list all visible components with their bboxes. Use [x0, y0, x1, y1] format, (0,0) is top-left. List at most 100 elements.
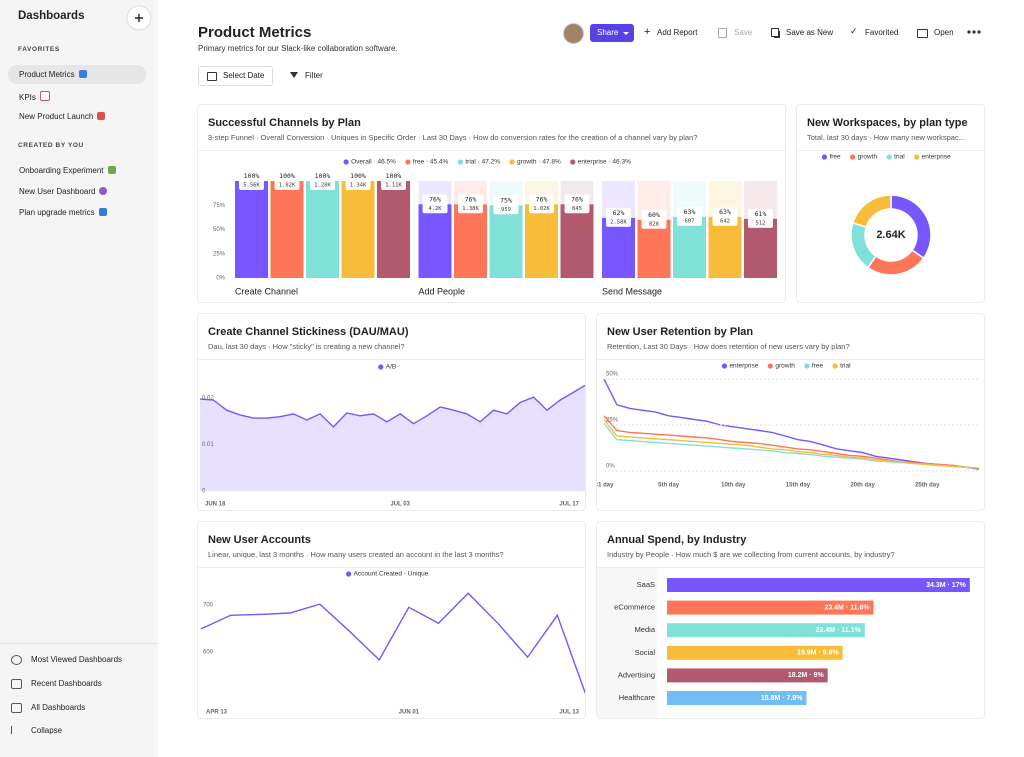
- emoji: [78, 70, 87, 78]
- add-button[interactable]: [126, 5, 152, 31]
- y-tick-label: 75%: [213, 203, 226, 209]
- legend-swatch: [721, 363, 728, 369]
- x-tick-label: JUL 03: [390, 502, 410, 508]
- panel-title: New Workspaces, by plan type: [807, 117, 968, 129]
- y-tick-label: 25%: [213, 251, 226, 257]
- legend-swatch: [570, 159, 576, 165]
- share-button[interactable]: Share: [590, 24, 634, 42]
- count-label: 1.11K: [385, 183, 402, 189]
- legend-swatch: [343, 159, 349, 165]
- x-tick-label: 20th day: [850, 483, 875, 489]
- label-box: [712, 206, 738, 226]
- sidebar-item[interactable]: Product Metrics: [19, 70, 87, 79]
- button-label: Select Date: [223, 71, 265, 80]
- value-label: 63%: [719, 208, 731, 216]
- date-filter[interactable]: Select Date: [198, 66, 274, 86]
- count-label: 1.82K: [279, 183, 296, 189]
- sidebar-item[interactable]: New Product Launch: [19, 112, 106, 121]
- caret: [623, 32, 629, 38]
- y-tick-label: 0%: [216, 276, 225, 282]
- footer-link[interactable]: Most Viewed Dashboards: [31, 655, 123, 664]
- x-tick-label: JUL 17: [559, 502, 579, 508]
- bar: [235, 181, 268, 278]
- legend-swatch: [914, 154, 920, 160]
- sidebar-item[interactable]: Onboarding Experiment: [19, 166, 116, 175]
- x-tick-label: Add People: [419, 286, 466, 296]
- footer-link[interactable]: Collapse: [31, 726, 63, 735]
- footer-link[interactable]: All Dashboards: [31, 703, 86, 712]
- button-label: Share: [597, 28, 619, 37]
- label-box: [239, 171, 264, 190]
- item-label: Product Metrics: [19, 70, 75, 79]
- legend-label: enterprise: [729, 363, 758, 370]
- avatar[interactable]: [563, 23, 584, 44]
- sidebar-item[interactable]: Plan upgrade metrics: [19, 208, 107, 217]
- bar: [270, 181, 304, 278]
- line: [199, 384, 585, 428]
- sidebar: Dashboards FAVORITES Product Metrics KPI…: [0, 0, 158, 757]
- x-tick-label: JUL 13: [559, 710, 579, 716]
- divider: [0, 643, 158, 644]
- icon: [11, 679, 22, 689]
- value-label: 100%: [315, 172, 331, 180]
- action[interactable]: Favorited: [865, 28, 899, 37]
- action[interactable]: Open: [934, 28, 954, 37]
- category-label: eCommerce: [614, 603, 655, 612]
- legend-label: A/B: [386, 364, 396, 371]
- action[interactable]: Add Report: [657, 28, 698, 37]
- bar: [377, 181, 410, 278]
- bar: [708, 216, 742, 278]
- label-box: [529, 194, 554, 214]
- icon: [11, 703, 22, 713]
- page-title: Product Metrics: [198, 24, 312, 41]
- panel: Annual Spend, by Industry Industry by Peo…: [596, 521, 985, 719]
- panel-divider: [597, 567, 984, 568]
- x-tick-label: APR 13: [206, 710, 228, 716]
- bar: [673, 216, 706, 278]
- section-heading: FAVORITES: [18, 46, 60, 53]
- legend-label: trial: [840, 363, 851, 370]
- y-tick-label: 25%: [606, 418, 619, 424]
- label-box: [677, 206, 702, 226]
- category-label: Media: [635, 625, 656, 634]
- value-label: 62%: [613, 209, 625, 217]
- filter-button[interactable]: Filter: [280, 66, 332, 86]
- page-subtitle: Primary metrics for our Slack-like colla…: [198, 44, 398, 53]
- sidebar-item[interactable]: KPIs: [19, 91, 50, 102]
- value-label: 15.8M · 7.9%: [761, 695, 803, 702]
- bar: [341, 181, 375, 278]
- panel-subtitle: Linear, unique, last 3 months · How many…: [208, 550, 504, 559]
- footer-link[interactable]: Recent Dashboards: [31, 679, 102, 688]
- action[interactable]: Save as New: [786, 28, 834, 37]
- legend-label: free · 45.4%: [413, 159, 449, 166]
- y-tick-label: 0: [202, 489, 206, 495]
- active-highlight: [8, 65, 146, 84]
- more-button[interactable]: [967, 29, 981, 35]
- legend: enterprise growth free trial: [721, 363, 851, 370]
- legend-label: growth: [775, 363, 795, 370]
- action[interactable]: Save: [734, 28, 753, 37]
- panel: Successful Channels by Plan 3-step Funnel…: [197, 104, 786, 303]
- icon: [917, 29, 928, 38]
- line: [603, 378, 980, 470]
- label-box: [493, 195, 519, 215]
- sidebar-item[interactable]: New User Dashboard: [19, 187, 108, 196]
- x-tick-label: Create Channel: [235, 286, 298, 296]
- panel-title: New User Accounts: [208, 534, 311, 546]
- label-box: [381, 171, 406, 190]
- legend-label: growth · 47.8%: [517, 159, 561, 166]
- legend-swatch: [850, 154, 856, 160]
- y-tick-label: 600: [203, 650, 214, 656]
- legend-swatch: [767, 363, 773, 369]
- item-label: New Product Launch: [19, 112, 94, 121]
- label-box: [564, 194, 590, 214]
- label-box: [458, 194, 483, 214]
- panel: New User Retention by Plan Retention, Las…: [596, 313, 985, 511]
- x-tick-label: 5th day: [658, 483, 680, 489]
- center-label: 2.64K: [876, 229, 905, 241]
- count-label: 4.2K: [428, 206, 442, 212]
- count-label: 607: [685, 218, 695, 224]
- y-tick-label: 0%: [606, 464, 615, 470]
- value-label: 100%: [350, 172, 366, 180]
